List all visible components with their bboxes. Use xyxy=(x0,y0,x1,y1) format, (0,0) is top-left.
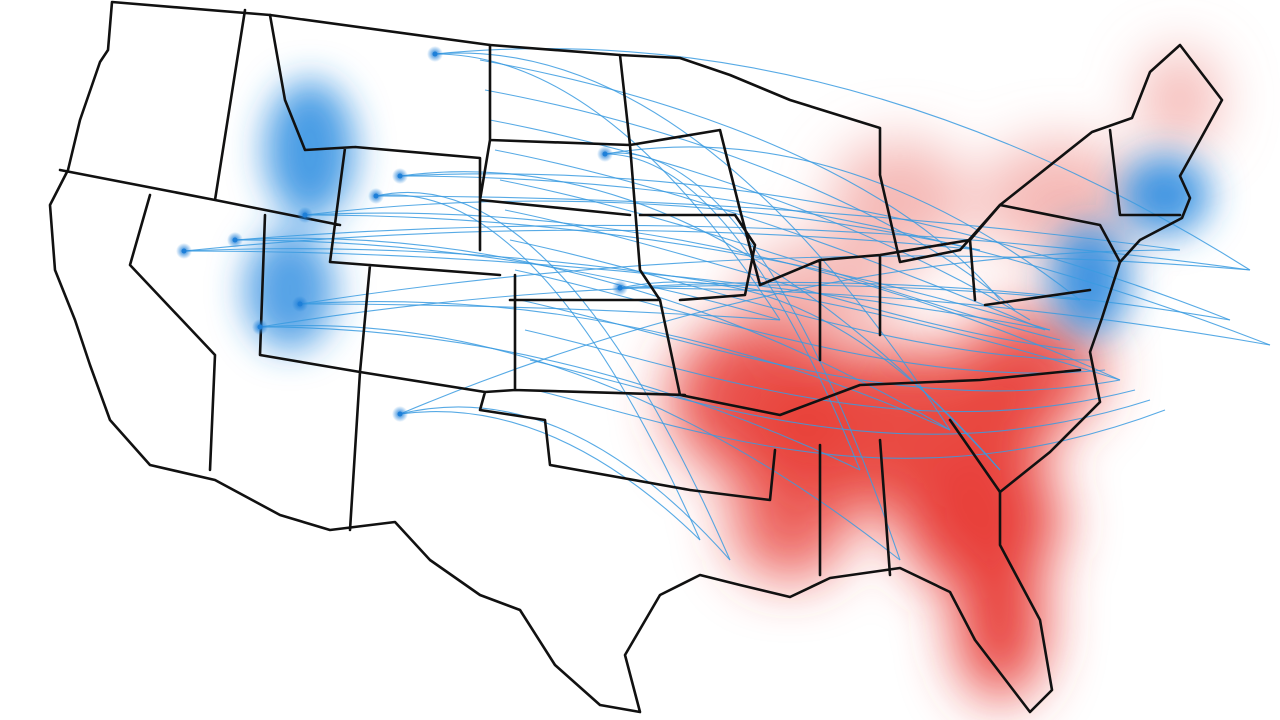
flow-line xyxy=(259,324,901,561)
flow-line xyxy=(399,249,1181,415)
flow-line xyxy=(484,89,1016,311)
origin-dot xyxy=(232,237,238,243)
flow-line xyxy=(304,214,1051,331)
red-region xyxy=(670,50,1220,700)
flow-line xyxy=(434,53,781,321)
flow-line xyxy=(259,284,1081,328)
flow-line xyxy=(259,326,861,471)
flow-line xyxy=(504,209,1076,351)
us-borders xyxy=(48,0,1224,714)
origin-dot xyxy=(257,324,263,330)
flow-line xyxy=(399,406,731,561)
origin-dot xyxy=(302,212,308,218)
flow-line xyxy=(434,52,951,431)
flow-line xyxy=(619,281,1001,471)
origin-dot xyxy=(617,285,623,291)
flow-line xyxy=(534,389,1166,459)
origin-dot xyxy=(397,173,403,179)
origin-dot xyxy=(432,51,438,57)
flow-line xyxy=(499,179,1061,341)
state-borders xyxy=(58,8,1182,577)
flow-line xyxy=(604,146,1081,301)
flow-line xyxy=(514,269,1106,374)
migration-flows xyxy=(183,48,1271,561)
flow-line xyxy=(434,48,1251,271)
origin-points xyxy=(176,46,628,422)
flow-line xyxy=(399,173,1231,321)
flow-line xyxy=(399,411,701,541)
origin-dot xyxy=(297,301,303,307)
flow-line xyxy=(524,329,1136,413)
flow-line xyxy=(489,119,1031,321)
flow-line xyxy=(183,248,1121,381)
flow-line xyxy=(619,281,1231,321)
flow-line xyxy=(299,301,951,431)
flow-line xyxy=(299,255,1251,305)
flow-line xyxy=(375,195,1181,251)
flow-line xyxy=(519,299,1121,392)
flow-line xyxy=(509,239,1091,361)
origin-dot xyxy=(397,411,403,417)
flow-line xyxy=(529,359,1151,435)
flow-line xyxy=(399,175,1271,346)
flow-line xyxy=(234,237,951,431)
origin-dot xyxy=(602,151,608,157)
flow-line xyxy=(183,250,1051,331)
country-outline xyxy=(48,0,1224,714)
flow-line xyxy=(304,200,981,251)
flow-line xyxy=(494,149,1046,331)
flow-line xyxy=(304,212,1121,381)
flow-line xyxy=(619,287,1271,346)
origin-dot xyxy=(373,193,379,199)
flow-line xyxy=(375,194,701,541)
origin-dot xyxy=(181,248,187,254)
